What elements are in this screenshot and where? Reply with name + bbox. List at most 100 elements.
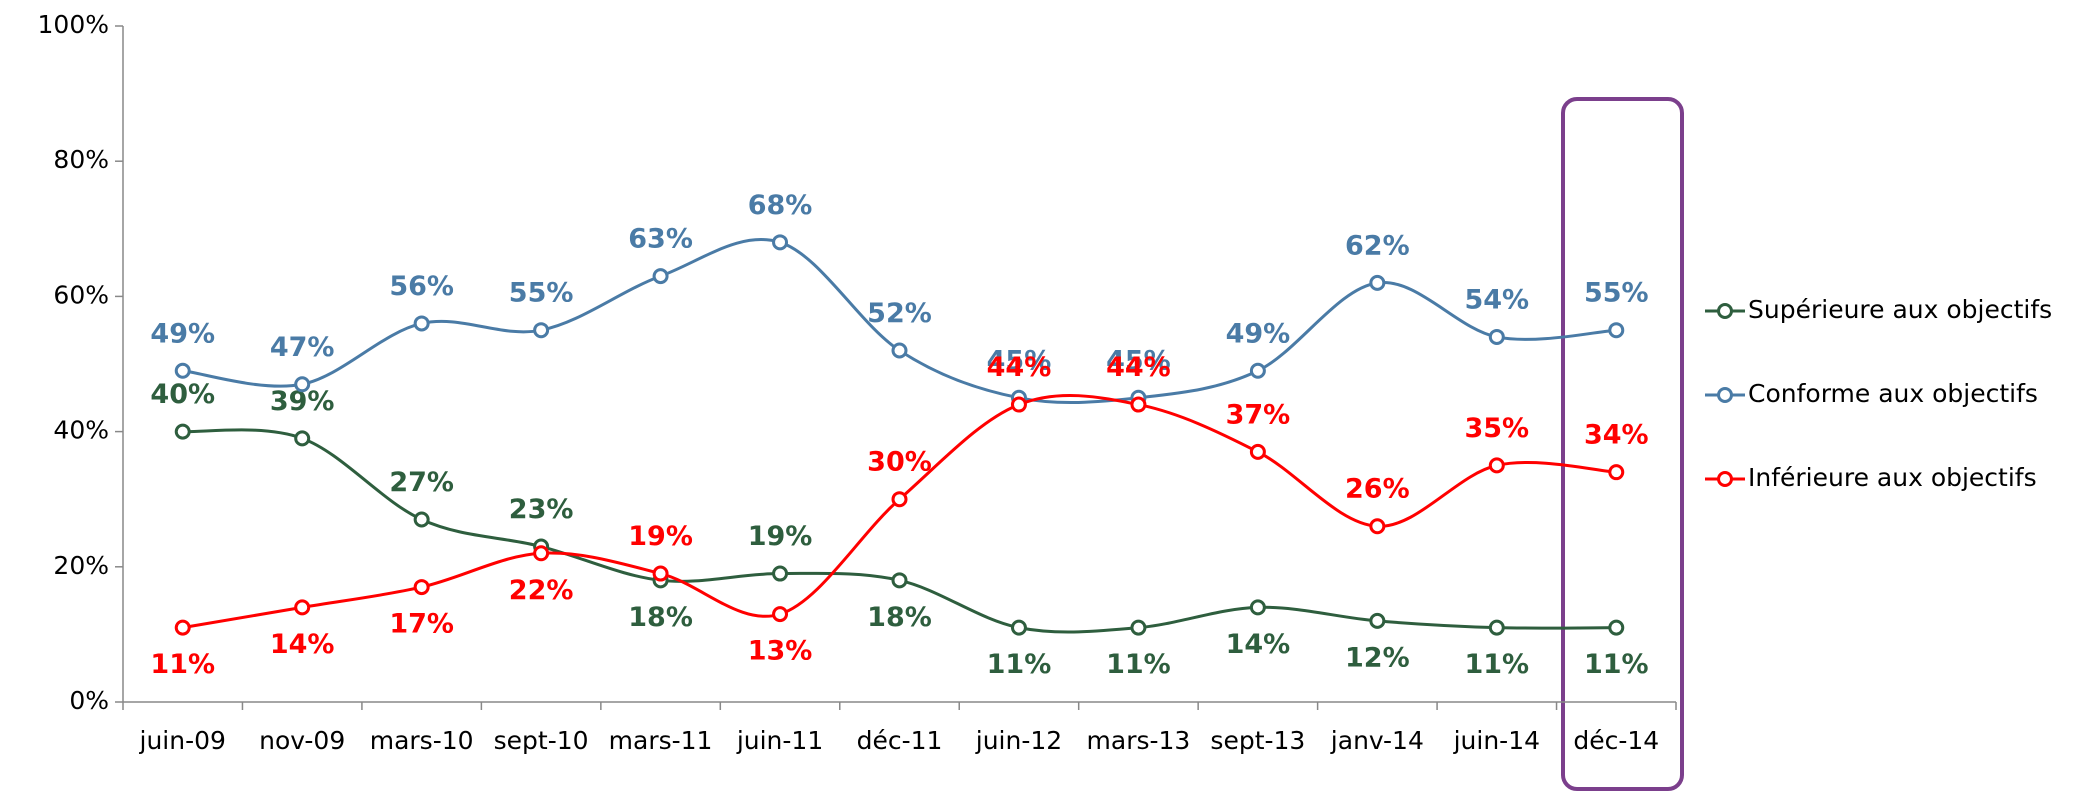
- point: [652, 565, 669, 582]
- point: [294, 430, 311, 447]
- legend-label: Supérieure aux objectifs: [1748, 295, 2052, 324]
- value-label: 56%: [389, 271, 454, 302]
- point: [1608, 619, 1625, 636]
- point: [533, 322, 550, 339]
- point: [772, 234, 789, 251]
- legend-marker: [1717, 303, 1733, 319]
- value-label: 22%: [509, 575, 574, 606]
- point: [174, 423, 191, 440]
- value-label: 26%: [1345, 474, 1410, 505]
- point: [1369, 274, 1386, 291]
- point: [891, 342, 908, 359]
- value-label: 18%: [867, 602, 932, 633]
- x-tick-label: sept-10: [494, 726, 589, 755]
- y-tick-label: 100%: [38, 10, 109, 39]
- value-label: 44%: [987, 352, 1052, 383]
- value-label: 27%: [389, 467, 454, 498]
- y-tick-label: 20%: [53, 551, 109, 580]
- value-label: 55%: [509, 278, 574, 309]
- value-label: 30%: [867, 447, 932, 478]
- point: [413, 315, 430, 332]
- point: [533, 545, 550, 562]
- value-label: 11%: [1584, 649, 1649, 680]
- x-tick-label: nov-09: [259, 726, 345, 755]
- point: [1488, 457, 1505, 474]
- value-label: 55%: [1584, 278, 1649, 309]
- point: [1488, 328, 1505, 345]
- point: [413, 579, 430, 596]
- value-label: 62%: [1345, 230, 1410, 261]
- y-tick-label: 40%: [53, 416, 109, 445]
- x-tick-label: juin-12: [975, 726, 1062, 755]
- x-tick-label: déc-11: [857, 726, 943, 755]
- x-tick-label: déc-14: [1573, 726, 1659, 755]
- value-label: 54%: [1464, 284, 1529, 315]
- point: [1369, 518, 1386, 535]
- point: [294, 599, 311, 616]
- point: [1130, 396, 1147, 413]
- point: [1130, 619, 1147, 636]
- value-label: 19%: [748, 521, 813, 552]
- legend-label: Conforme aux objectifs: [1748, 379, 2038, 408]
- value-label: 23%: [509, 494, 574, 525]
- y-tick-label: 80%: [53, 145, 109, 174]
- value-label: 12%: [1345, 642, 1410, 673]
- value-label: 49%: [1226, 318, 1291, 349]
- point: [1010, 619, 1027, 636]
- value-label: 35%: [1464, 413, 1529, 444]
- point: [891, 491, 908, 508]
- value-label: 45%: [1106, 345, 1171, 376]
- point: [1249, 599, 1266, 616]
- x-tick-label: juin-11: [736, 726, 823, 755]
- value-label: 11%: [987, 649, 1052, 680]
- y-tick-label: 0%: [69, 686, 109, 715]
- x-tick-label: mars-10: [370, 726, 474, 755]
- point: [174, 619, 191, 636]
- x-tick-label: mars-11: [609, 726, 713, 755]
- point: [1249, 362, 1266, 379]
- legend-marker: [1717, 387, 1733, 403]
- point: [174, 362, 191, 379]
- value-label: 49%: [150, 318, 215, 349]
- x-tick-label: juin-09: [139, 726, 226, 755]
- point: [1608, 322, 1625, 339]
- x-tick-label: janv-14: [1330, 726, 1424, 755]
- line: [182, 393, 1617, 630]
- legend-marker: [1717, 471, 1733, 487]
- value-label: 45%: [987, 345, 1052, 376]
- value-label: 14%: [1226, 629, 1291, 660]
- point: [1608, 464, 1625, 481]
- point: [1369, 612, 1386, 629]
- point: [294, 376, 311, 393]
- value-label: 47%: [270, 332, 335, 363]
- value-label: 40%: [150, 379, 215, 410]
- point: [1249, 443, 1266, 460]
- point: [891, 572, 908, 589]
- value-label: 63%: [628, 224, 693, 255]
- value-label: 11%: [1106, 649, 1171, 680]
- point: [772, 565, 789, 582]
- value-label: 37%: [1226, 399, 1291, 430]
- point: [1488, 619, 1505, 636]
- value-label: 52%: [867, 298, 932, 329]
- x-tick-label: mars-13: [1087, 726, 1191, 755]
- point: [1010, 396, 1027, 413]
- value-label: 13%: [748, 636, 813, 667]
- value-label: 11%: [150, 649, 215, 680]
- value-label: 18%: [628, 602, 693, 633]
- value-label: 34%: [1584, 420, 1649, 451]
- value-label: 68%: [748, 190, 813, 221]
- point: [772, 606, 789, 623]
- legend-label: Inférieure aux objectifs: [1748, 463, 2037, 492]
- x-tick-label: juin-14: [1453, 726, 1540, 755]
- point: [413, 511, 430, 528]
- value-label: 19%: [628, 521, 693, 552]
- point: [652, 268, 669, 285]
- value-label: 14%: [270, 629, 335, 660]
- value-label: 44%: [1106, 352, 1171, 383]
- highlight-box: [1561, 97, 1684, 791]
- value-label: 17%: [389, 609, 454, 640]
- x-tick-label: sept-13: [1210, 726, 1305, 755]
- value-label: 11%: [1464, 649, 1529, 680]
